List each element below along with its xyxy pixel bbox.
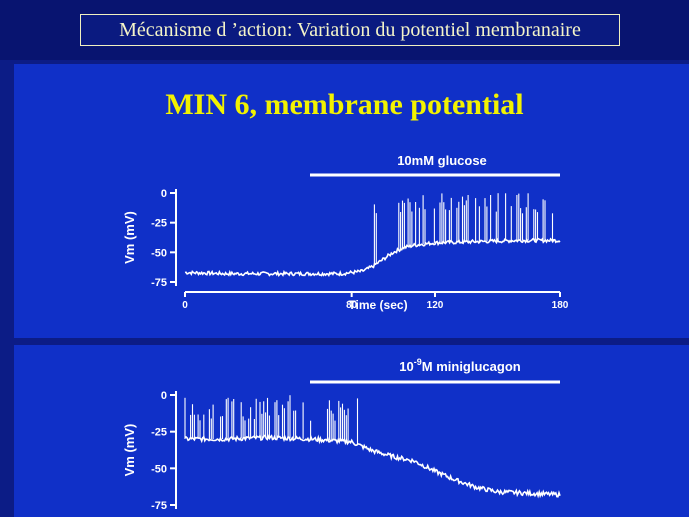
y-tick-label: -50 xyxy=(151,463,167,475)
main-title: MIN 6, membrane potential xyxy=(165,88,524,121)
x-axis-label: Time (sec) xyxy=(348,298,407,312)
slide-title: Mécanisme d ’action: Variation du potent… xyxy=(119,18,581,41)
x-tick-label: 80 xyxy=(346,300,358,311)
y-tick-label: -75 xyxy=(151,277,167,289)
y-tick-label: -75 xyxy=(151,500,167,512)
x-tick-label: 120 xyxy=(427,300,444,311)
y-tick-label: -25 xyxy=(151,427,167,439)
stimulus-label: 10-9M miniglucagon xyxy=(399,357,520,374)
chart-glucose: 10mM glucose 0 -25 -50 -75 0 80 120 180 Vm (mV… xyxy=(122,153,569,312)
stimulus-label-base: 10 xyxy=(399,359,413,374)
stimulus-label-suffix: M miniglucagon xyxy=(422,359,521,374)
slide-title-box: Mécanisme d ’action: Variation du potent… xyxy=(80,14,620,46)
y-axis-label: Vm (mV) xyxy=(122,211,137,264)
y-tick-label: 0 xyxy=(161,188,167,200)
chart-miniglucagon: 10-9M miniglucagon 0 -25 -50 -75 Vm (mV) xyxy=(122,357,561,512)
stimulus-label-superscript: -9 xyxy=(414,357,422,367)
stimulus-label: 10mM glucose xyxy=(397,153,487,168)
x-tick-label: 180 xyxy=(552,300,569,311)
y-tick-label: 0 xyxy=(161,390,167,402)
y-tick-label: -25 xyxy=(151,218,167,230)
y-tick-label: -50 xyxy=(151,247,167,259)
chart-panel-miniglucagon xyxy=(14,345,689,517)
y-axis-label: Vm (mV) xyxy=(122,424,137,477)
series-line xyxy=(184,433,561,499)
series-line xyxy=(184,237,561,278)
x-tick-label: 0 xyxy=(182,300,188,311)
